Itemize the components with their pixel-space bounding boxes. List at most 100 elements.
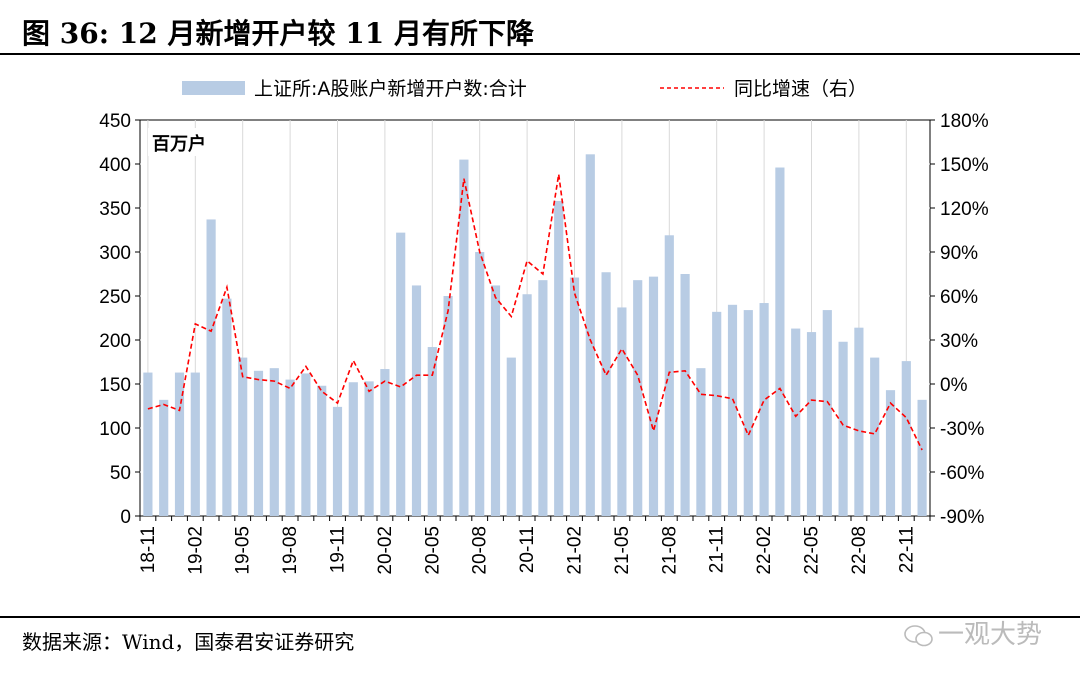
left-tick-label: 50	[110, 463, 131, 484]
x-tick-label: 21-05	[612, 526, 633, 575]
bar	[190, 372, 200, 516]
bar	[411, 285, 422, 516]
x-axis: 18-11 19-02 19-05 19-08 19-11 20-02 20-05 20-08…	[138, 516, 931, 575]
bar	[838, 341, 848, 516]
right-tick-label: -60%	[940, 463, 984, 484]
bar-series	[143, 154, 927, 516]
bar	[617, 307, 627, 516]
bar	[538, 280, 548, 516]
right-tick-label: 90%	[940, 243, 978, 264]
unit-label: 百万户	[152, 133, 206, 155]
x-tick-label: 22-11	[896, 526, 917, 573]
bar	[822, 310, 832, 516]
bar	[854, 327, 864, 516]
bar	[253, 370, 264, 516]
bar	[475, 252, 485, 516]
bar	[775, 167, 785, 516]
left-axis: 0 50 100 150 200 250 300 350 400 450	[99, 111, 140, 528]
footer-rule	[0, 616, 1080, 618]
legend: 上证所:A股账户新增开户数:合计 同比增速（右）	[182, 78, 867, 100]
x-tick-label: 21-11	[707, 526, 728, 573]
left-tick-label: 250	[99, 287, 131, 308]
bar	[648, 276, 659, 516]
bar	[664, 235, 674, 516]
bar	[727, 304, 738, 516]
yoy-line	[147, 174, 923, 451]
bar	[301, 373, 311, 516]
left-tick-label: 0	[120, 507, 131, 528]
bar	[633, 280, 643, 516]
left-tick-label: 350	[99, 199, 131, 220]
x-tick-label: 19-08	[280, 526, 301, 575]
right-tick-label: 120%	[940, 199, 989, 220]
bar	[901, 361, 911, 516]
x-tick-label: 18-11	[138, 526, 159, 573]
right-tick-label: 180%	[940, 111, 989, 132]
bar	[680, 274, 690, 516]
bar	[159, 399, 169, 516]
bar	[427, 347, 437, 516]
watermark: 一观大势	[904, 614, 1042, 651]
x-tick-label: 19-02	[185, 526, 206, 575]
x-tick-label: 20-08	[470, 526, 491, 575]
bar	[885, 390, 896, 516]
bar	[791, 328, 801, 516]
legend-bar-swatch	[182, 81, 245, 95]
bar	[601, 272, 611, 516]
bar	[569, 277, 580, 516]
x-tick-label: 19-11	[328, 526, 349, 573]
x-tick-label: 20-11	[517, 526, 538, 573]
chart-area: 上证所:A股账户新增开户数:合计 同比增速（右） 0 50 100 150 200 250…	[99, 78, 989, 575]
bar	[364, 381, 374, 516]
bar	[522, 294, 532, 516]
legend-bar-label: 上证所:A股账户新增开户数:合计	[254, 78, 527, 100]
left-tick-label: 100	[99, 419, 131, 440]
x-tick-label: 22-05	[802, 526, 823, 575]
watermark-text: 一观大势	[938, 620, 1043, 650]
bar	[743, 310, 753, 516]
left-tick-label: 450	[99, 111, 131, 132]
bar	[317, 385, 327, 516]
bar	[380, 369, 390, 516]
bar	[490, 285, 501, 516]
right-tick-label: 0%	[940, 375, 968, 396]
bar	[348, 382, 358, 516]
figure-title: 图 36: 12 月新增开户较 11 月有所下降	[22, 17, 534, 50]
bar	[443, 296, 453, 516]
bar	[712, 311, 722, 516]
bar	[585, 154, 595, 516]
bar	[269, 368, 279, 516]
source-note: 数据来源：Wind，国泰君安证券研究	[22, 630, 355, 654]
bar	[143, 372, 153, 516]
left-tick-label: 200	[99, 331, 131, 352]
x-tick-label: 20-05	[422, 526, 443, 575]
header-rule	[0, 53, 1080, 55]
right-axis: -90% -60% -30% 0% 30% 60% 90% 120% 150% 180%	[930, 111, 989, 528]
bar	[238, 357, 248, 516]
bar	[174, 372, 185, 516]
bar	[459, 159, 469, 516]
x-tick-label: 20-02	[375, 526, 396, 575]
right-tick-label: -30%	[940, 419, 984, 440]
x-tick-label: 19-05	[233, 526, 254, 575]
left-tick-label: 300	[99, 243, 131, 264]
right-tick-label: 30%	[940, 331, 978, 352]
right-tick-label: -90%	[940, 507, 984, 528]
bar	[806, 332, 817, 516]
bar	[759, 303, 769, 516]
unit-label-bg	[148, 128, 220, 156]
left-tick-label: 400	[99, 155, 131, 176]
x-tick-label: 22-08	[849, 526, 870, 575]
bar	[285, 379, 295, 516]
bar	[222, 298, 232, 516]
legend-line-label: 同比增速（右）	[734, 78, 867, 100]
bar	[332, 406, 343, 516]
bar	[870, 357, 880, 516]
wechat-icon	[904, 624, 933, 646]
x-tick-label: 22-02	[754, 526, 775, 575]
bar	[696, 368, 706, 516]
bar	[554, 200, 564, 516]
bar	[506, 357, 516, 516]
right-tick-label: 150%	[940, 155, 989, 176]
bar	[206, 219, 216, 516]
